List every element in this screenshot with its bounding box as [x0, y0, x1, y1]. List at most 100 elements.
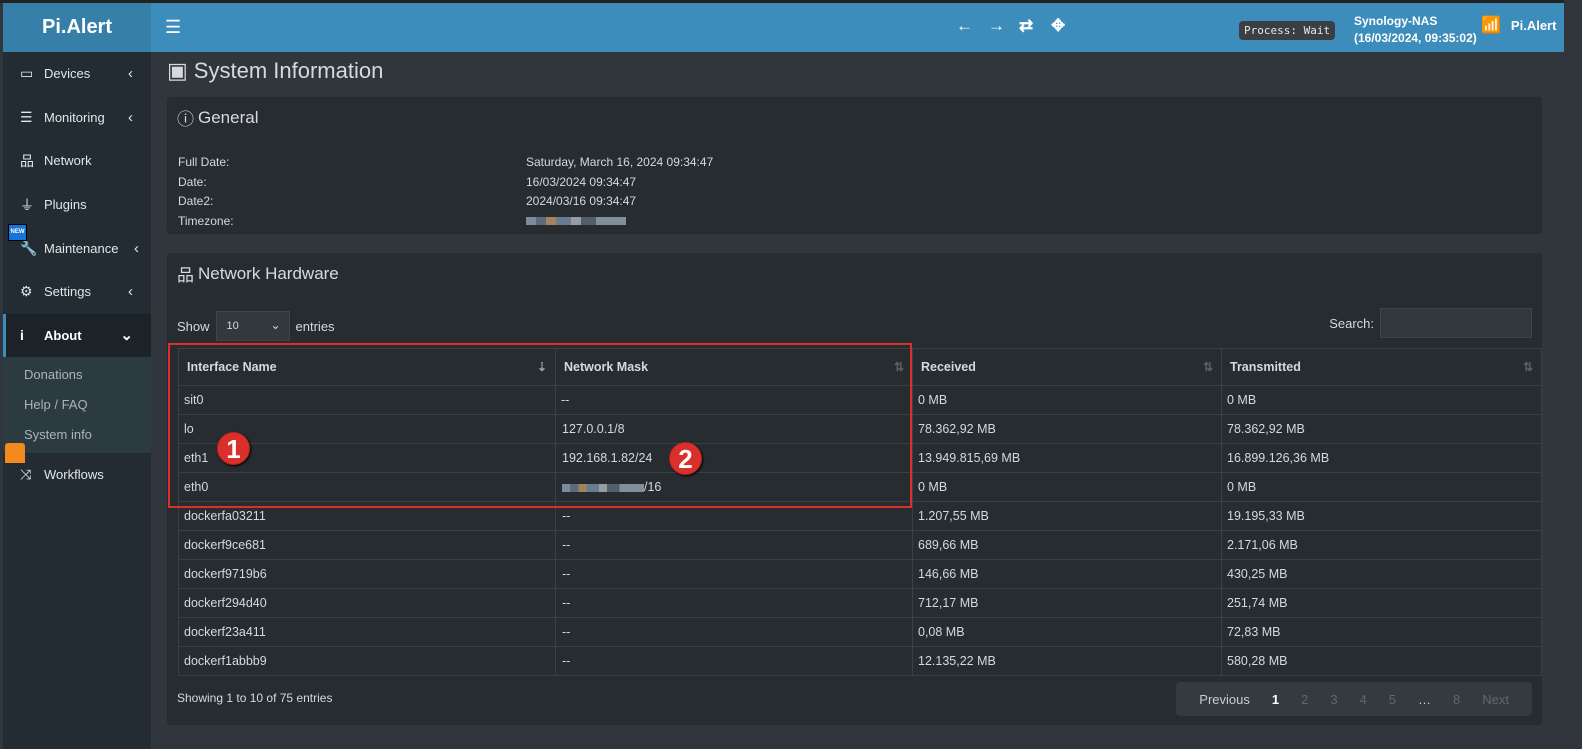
cell-text: 580,28 MB [1227, 654, 1288, 668]
app-logo[interactable]: Pi.Alert [3, 3, 151, 52]
label-timezone: Timezone: [178, 213, 234, 228]
host-time: (16/03/2024, 09:35:02) [1354, 31, 1477, 45]
cell-text: -- [562, 596, 571, 610]
cell-text: 0,08 MB [918, 625, 965, 639]
page-title-text: System Information [193, 58, 384, 83]
chip-icon: ▣ [167, 58, 188, 83]
cell-text: -- [562, 567, 571, 581]
page-1[interactable]: 1 [1271, 691, 1280, 707]
search-label: Search: [1329, 315, 1374, 331]
sidebar-label: Plugins [44, 197, 87, 213]
forward-arrow-icon[interactable]: → [988, 16, 1005, 35]
cell-text: dockerf9ce681 [184, 538, 267, 552]
column-network-mask[interactable]: Network Mask ⇅ [555, 348, 913, 386]
table-row: dockerf9719b6 -- 146,66 MB 430,25 MB [178, 559, 1542, 589]
table-cell: dockerf9719b6 [178, 559, 556, 589]
sitemap-icon: 品 [20, 152, 34, 169]
cell-text: 0 MB [1227, 393, 1257, 407]
column-interface-name[interactable]: Interface Name ⇣ [178, 348, 556, 386]
cell-text: 689,66 MB [918, 538, 979, 552]
sidebar-item-about[interactable]: i About ⌄ [3, 313, 151, 358]
cell-text: 12.135,22 MB [918, 654, 996, 668]
info-icon: i [20, 327, 24, 344]
cell-text: eth1 [184, 451, 209, 465]
value-full-date: Saturday, March 16, 2024 09:34:47 [526, 155, 714, 169]
table-cell: 0 MB [1221, 385, 1542, 415]
move-icon[interactable]: ✥ [1051, 16, 1066, 35]
host-info: Synology-NAS (16/03/2024, 09:35:02) [1354, 13, 1477, 47]
process-status: Process: Wait [1239, 21, 1336, 40]
menu-toggle-icon[interactable]: ☰ [165, 17, 182, 37]
cell-text: dockerf9719b6 [184, 567, 267, 581]
entries-select-value: 10 [226, 320, 239, 332]
table-cell: 78.362,92 MB [912, 414, 1222, 444]
page-4[interactable]: 4 [1359, 691, 1367, 707]
sidebar-item-devices[interactable]: ▭ Devices ‹ [3, 52, 151, 96]
label-date: Date: [178, 174, 207, 189]
shuffle-icon: ⤨ [20, 466, 32, 483]
show-label: Show [177, 318, 210, 334]
cell-text: 251,74 MB [1227, 596, 1288, 610]
table-cell: dockerf9ce681 [178, 530, 556, 560]
table-cell: dockerf1abbb9 [178, 646, 556, 676]
page-next[interactable]: Next [1482, 691, 1509, 707]
annotation-badge-2: 2 [669, 442, 702, 475]
page-previous[interactable]: Previous [1199, 691, 1250, 707]
page-edge [1564, 0, 1582, 749]
search-input[interactable] [1380, 308, 1532, 338]
sidebar-item-workflows[interactable]: ⤨ Workflows [3, 453, 151, 497]
annotation-badge-1: 1 [217, 432, 250, 465]
back-arrow-icon[interactable]: ← [956, 16, 973, 35]
chart-icon: ☰ [20, 108, 33, 125]
table-row: eth0/16 0 MB 0 MB [178, 472, 1542, 502]
sidebar-item-monitoring[interactable]: ☰ Monitoring ‹ [3, 96, 151, 140]
table-cell: 430,25 MB [1221, 559, 1542, 589]
cell-text: 78.362,92 MB [918, 422, 996, 436]
table-cell: -- [555, 588, 913, 618]
laptop-icon: ▭ [20, 65, 34, 82]
cell-text: 0 MB [918, 480, 948, 494]
column-label: Interface Name [187, 360, 277, 374]
sidebar-subitem-system-info[interactable]: System info [24, 427, 92, 443]
cell-text: -- [561, 393, 570, 407]
sidebar-subitem-donations[interactable]: Donations [24, 367, 83, 383]
column-transmitted[interactable]: Transmitted ⇅ [1221, 348, 1542, 386]
table-row: sit0 -- 0 MB 0 MB [178, 385, 1542, 415]
sidebar-item-plugins[interactable]: ⏚ Plugins [3, 183, 151, 227]
gear-icon: ⚙ [20, 283, 33, 300]
page-2[interactable]: 2 [1301, 691, 1309, 707]
column-received[interactable]: Received ⇅ [912, 348, 1222, 386]
chevron-left-icon: ‹ [128, 283, 133, 301]
sort-icon: ⇣ [536, 360, 547, 374]
pagination: Previous 1 2 3 4 5 … 8 Next [1176, 682, 1532, 716]
page-8[interactable]: 8 [1453, 691, 1461, 707]
entries-select[interactable]: 10 ⌄ [215, 311, 290, 341]
page-5[interactable]: 5 [1388, 691, 1397, 707]
page-3[interactable]: 3 [1330, 691, 1338, 707]
cell-text: sit0 [184, 393, 204, 407]
table-cell: 712,17 MB [912, 588, 1222, 618]
network-hardware-box: 品 Network Hardware Show 10 ⌄ entries Search:… [167, 253, 1542, 725]
sidebar-label: About [44, 327, 82, 343]
sidebar-label: Settings [44, 284, 91, 300]
sidebar-item-maintenance[interactable]: 🔧 Maintenance ‹ [3, 226, 151, 270]
cell-text: lo [184, 422, 194, 436]
table-cell: 72,83 MB [1221, 617, 1542, 647]
user-menu[interactable]: 📶 Pi.Alert [1481, 15, 1556, 35]
search: Search: [1329, 308, 1532, 338]
sidebar-item-network[interactable]: 品 Network [3, 139, 151, 183]
sidebar-subitem-help[interactable]: Help / FAQ [24, 397, 88, 413]
chevron-left-icon: ‹ [134, 239, 139, 257]
cell-text: 1.207,55 MB [918, 509, 989, 523]
cell-text: dockerf294d40 [184, 596, 267, 610]
table-cell: -- [555, 530, 913, 560]
refresh-icon[interactable]: ⇄ [1019, 16, 1034, 35]
value-date2: 2024/03/16 09:34:47 [526, 194, 637, 208]
router-icon: 📶 [1481, 17, 1501, 34]
sidebar-item-settings[interactable]: ⚙ Settings ‹ [3, 270, 151, 314]
sitemap-icon: 品 [177, 266, 194, 285]
new-badge: NEW [8, 224, 27, 241]
label-date2: Date2: [178, 194, 214, 208]
cell-text: -- [562, 538, 571, 552]
table-cell: 127.0.0.1/8 [555, 414, 913, 444]
